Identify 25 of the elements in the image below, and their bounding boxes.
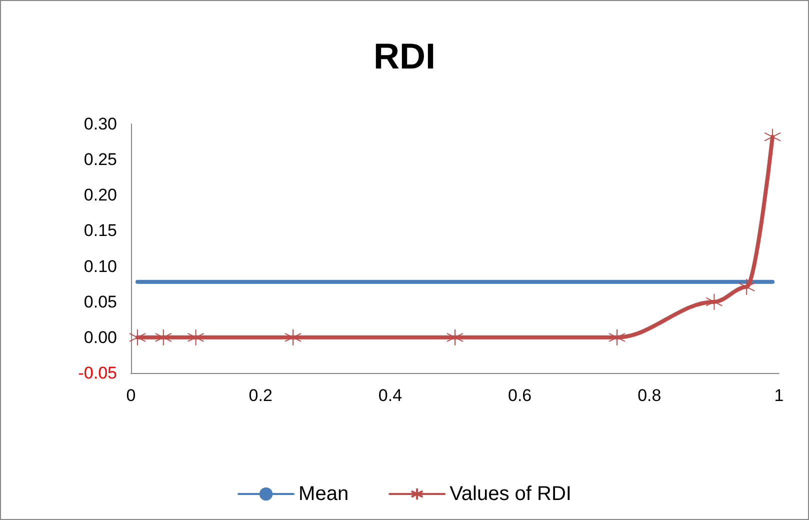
x-tick-label: 0.4	[378, 386, 402, 405]
x-tick-label: 0	[126, 386, 136, 405]
y-tick-label: -0.05	[78, 364, 117, 382]
x-tick-label: 0.8	[638, 386, 662, 405]
y-tick-label: 0.15	[84, 221, 117, 240]
y-tick-label: 0.00	[84, 328, 117, 347]
chart-title: RDI	[374, 36, 436, 76]
point	[738, 278, 756, 296]
y-tick-label: 0.25	[84, 150, 117, 170]
y-tick-label: 0.20	[84, 186, 117, 205]
point	[187, 328, 204, 346]
legend-label: Values of RDI	[450, 483, 572, 505]
x-tick-label: 0.2	[248, 386, 272, 405]
point	[446, 328, 464, 346]
y-tick-label: 0.30	[84, 114, 117, 134]
point	[706, 293, 723, 310]
y-tick-label: 0.10	[84, 256, 117, 276]
x-tick-label: 0.6	[508, 386, 532, 405]
legend-label: Mean	[298, 483, 349, 505]
point	[154, 328, 172, 346]
y-tick-label: 0.05	[84, 292, 117, 312]
point	[284, 328, 302, 346]
point	[608, 328, 626, 346]
point	[128, 328, 146, 346]
x-tick-label: 1	[774, 386, 784, 405]
